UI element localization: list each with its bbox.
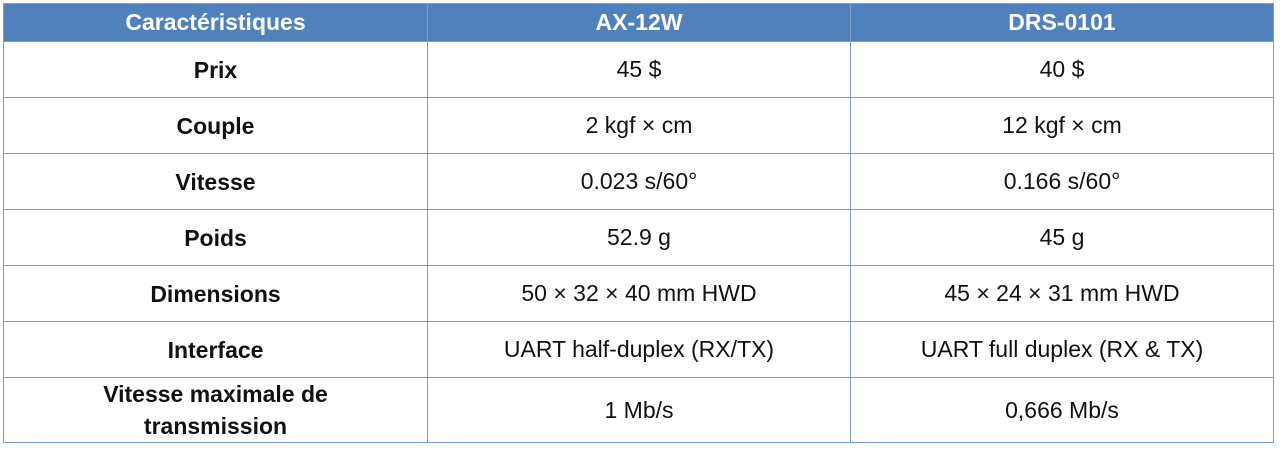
cell-drs0101-prix: 40 $ bbox=[850, 41, 1274, 98]
cell-ax12w-prix: 45 $ bbox=[427, 41, 851, 98]
table-row: Vitesse 0.023 s/60° 0.166 s/60° bbox=[3, 153, 1274, 210]
cell-drs0101-poids: 45 g bbox=[850, 209, 1274, 266]
cell-ax12w-vitesse: 0.023 s/60° bbox=[427, 153, 851, 210]
cell-drs0101-vitesse-transmission: 0,666 Mb/s bbox=[850, 377, 1274, 443]
cell-drs0101-vitesse: 0.166 s/60° bbox=[850, 153, 1274, 210]
comparison-table: Caractéristiques AX-12W DRS-0101 Prix 45… bbox=[3, 3, 1274, 443]
table-row: Vitesse maximale de transmission 1 Mb/s … bbox=[3, 377, 1274, 443]
row-label-poids: Poids bbox=[3, 209, 428, 266]
table-row: Couple 2 kgf × cm 12 kgf × cm bbox=[3, 97, 1274, 154]
cell-drs0101-interface: UART full duplex (RX & TX) bbox=[850, 321, 1274, 378]
table-row: Dimensions 50 × 32 × 40 mm HWD 45 × 24 ×… bbox=[3, 265, 1274, 322]
row-label-dimensions: Dimensions bbox=[3, 265, 428, 322]
row-label-couple: Couple bbox=[3, 97, 428, 154]
header-ax12w: AX-12W bbox=[427, 3, 851, 42]
cell-drs0101-couple: 12 kgf × cm bbox=[850, 97, 1274, 154]
cell-ax12w-interface: UART half-duplex (RX/TX) bbox=[427, 321, 851, 378]
table-body: Prix 45 $ 40 $ Couple 2 kgf × cm 12 kgf … bbox=[3, 41, 1274, 443]
table-row: Poids 52.9 g 45 g bbox=[3, 209, 1274, 266]
header-row: Caractéristiques AX-12W DRS-0101 bbox=[3, 3, 1274, 42]
row-label-line1: Vitesse maximale de bbox=[103, 381, 328, 407]
row-label-prix: Prix bbox=[3, 41, 428, 98]
cell-ax12w-poids: 52.9 g bbox=[427, 209, 851, 266]
row-label-vitesse-transmission: Vitesse maximale de transmission bbox=[3, 377, 428, 443]
header-characteristics: Caractéristiques bbox=[3, 3, 428, 42]
header-drs0101: DRS-0101 bbox=[850, 3, 1274, 42]
table-row: Interface UART half-duplex (RX/TX) UART … bbox=[3, 321, 1274, 378]
cell-ax12w-couple: 2 kgf × cm bbox=[427, 97, 851, 154]
row-label-vitesse: Vitesse bbox=[3, 153, 428, 210]
cell-drs0101-dimensions: 45 × 24 × 31 mm HWD bbox=[850, 265, 1274, 322]
row-label-interface: Interface bbox=[3, 321, 428, 378]
cell-ax12w-vitesse-transmission: 1 Mb/s bbox=[427, 377, 851, 443]
table-row: Prix 45 $ 40 $ bbox=[3, 41, 1274, 98]
cell-ax12w-dimensions: 50 × 32 × 40 mm HWD bbox=[427, 265, 851, 322]
comparison-table-container: Caractéristiques AX-12W DRS-0101 Prix 45… bbox=[3, 3, 1274, 443]
table-header: Caractéristiques AX-12W DRS-0101 bbox=[3, 3, 1274, 42]
row-label-line2: transmission bbox=[143, 413, 288, 439]
